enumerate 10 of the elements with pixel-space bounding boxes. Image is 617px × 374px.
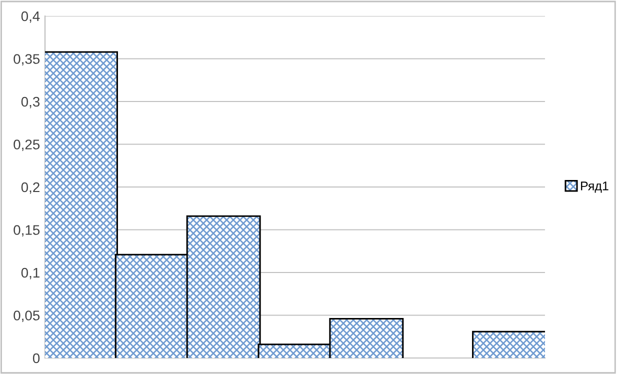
legend-label: Ряд1 (581, 182, 608, 193)
y-tick-label: 0,2 (21, 182, 40, 194)
y-tick-label: 0 (32, 353, 40, 364)
y-tick-label: 0,05 (14, 310, 40, 322)
y-tick-label: 0,4 (21, 11, 40, 23)
y-tick-label: 0,1 (21, 268, 40, 280)
y-tick-label: 0,35 (14, 54, 40, 66)
y-tick-label: 0,15 (14, 225, 40, 237)
y-tick-label: 0,25 (14, 140, 40, 152)
y-tick-label: 0,3 (21, 96, 40, 108)
